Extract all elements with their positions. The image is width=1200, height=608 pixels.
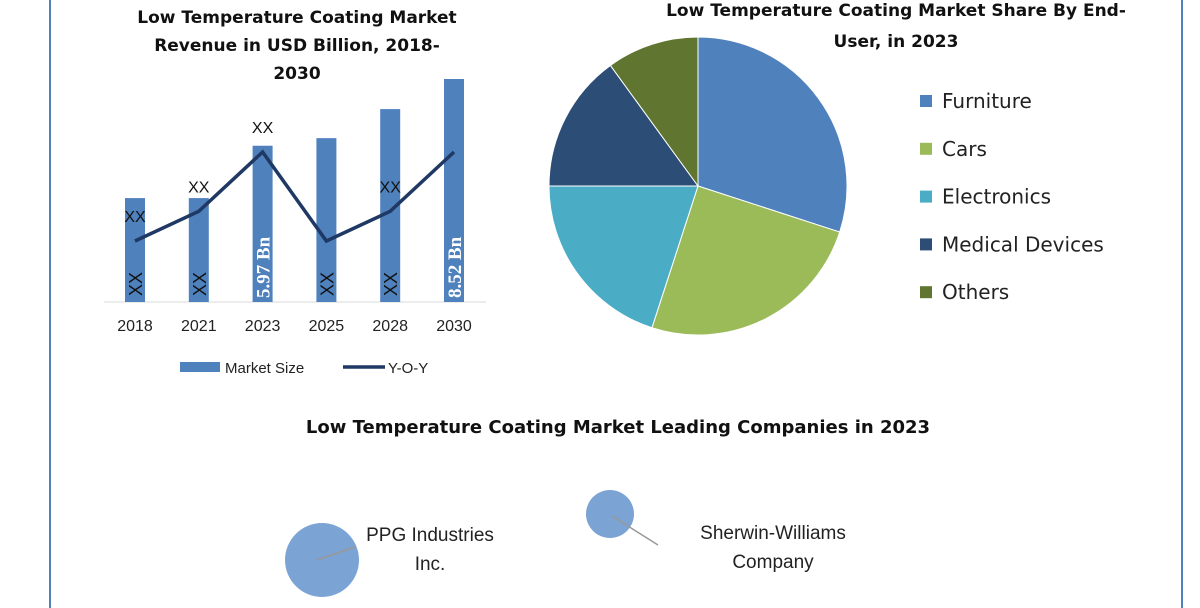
pie-legend-label-furniture: Furniture xyxy=(942,89,1032,113)
infographic-frame xyxy=(49,0,1183,608)
pie-legend-label-others: Others xyxy=(942,280,1009,304)
pie-slice-furniture xyxy=(697,36,848,233)
pie-slice-electronics xyxy=(548,185,699,329)
yoy-label-2021: XX xyxy=(188,179,210,196)
bar-label-2021: XX xyxy=(190,272,210,296)
label-sherwin-line-2: Company xyxy=(732,552,814,573)
pie-legend-label-medical-devices: Medical Devices xyxy=(942,232,1104,256)
x-tick-2021: 2021 xyxy=(181,318,217,335)
bar-2025 xyxy=(316,138,337,302)
pie-legend-swatch-medical-devices xyxy=(920,238,932,251)
yoy-label-2023: XX xyxy=(252,120,274,137)
bubble-sherwin-williams xyxy=(586,490,634,538)
pie-slice-medical-devices xyxy=(548,64,699,187)
x-tick-2018: 2018 xyxy=(117,318,153,335)
bar-label-2018: XX xyxy=(126,272,146,296)
legend-swatch-market-size xyxy=(180,362,220,372)
pie-slice-others xyxy=(609,36,699,188)
pie-legend-label-electronics: Electronics xyxy=(942,185,1051,209)
bar-2021 xyxy=(188,198,209,302)
pie-legend-swatch-furniture xyxy=(920,95,932,107)
companies-title: Low Temperature Coating Market Leading C… xyxy=(306,417,930,438)
bar-2028 xyxy=(380,109,401,302)
leader-line-ppg xyxy=(316,546,356,561)
pie-slice-cars xyxy=(651,185,841,336)
pie-legend-swatch-cars xyxy=(920,142,932,155)
pie-legend-swatch-electronics xyxy=(920,190,932,203)
x-tick-2025: 2025 xyxy=(309,318,345,335)
legend-label-market-size: Market Size xyxy=(225,360,304,377)
bar-label-2028: XX xyxy=(381,272,401,296)
bar-chart-title-line-1: Low Temperature Coating Market xyxy=(137,8,456,28)
label-ppg-line-2: Inc. xyxy=(415,554,446,575)
bar-chart-title-line-3: 2030 xyxy=(273,64,320,84)
bubble-ppg-industries xyxy=(285,523,359,597)
companies-chart: Low Temperature Coating Market Leading C… xyxy=(285,417,930,597)
yoy-line xyxy=(134,149,456,244)
label-sherwin-line-1: Sherwin-Williams xyxy=(700,523,846,544)
bar-2030 xyxy=(444,79,464,302)
x-tick-2030: 2030 xyxy=(436,318,472,335)
pie-chart-title-line-1: Low Temperature Coating Market Share By … xyxy=(666,1,1126,21)
bar-label-2025: XX xyxy=(317,272,337,296)
x-tick-2028: 2028 xyxy=(372,318,408,335)
bar-2018 xyxy=(125,198,145,302)
legend-label-yoy: Y-O-Y xyxy=(388,360,428,377)
pie-legend-swatch-others xyxy=(920,286,932,299)
bar-2023 xyxy=(252,145,273,302)
bar-chart-title-line-2: Revenue in USD Billion, 2018- xyxy=(154,36,440,56)
yoy-label-2018: XX xyxy=(124,209,146,226)
x-tick-2023: 2023 xyxy=(245,318,281,335)
yoy-label-2028: XX xyxy=(380,179,402,196)
pie-chart: Low Temperature Coating Market Share By … xyxy=(548,1,1126,336)
label-ppg-line-1: PPG Industries xyxy=(366,525,494,546)
pie-chart-title-line-2: User, in 2023 xyxy=(834,32,959,52)
bar-chart: Low Temperature Coating Market Revenue i… xyxy=(104,8,486,377)
bar-label-2030: 8.52 Bn xyxy=(445,236,466,298)
bar-label-2023: 5.97 Bn xyxy=(254,236,275,298)
pie-legend-label-cars: Cars xyxy=(942,137,987,161)
bar-legend: Market Size Y-O-Y xyxy=(180,360,428,377)
leader-line-sherwin xyxy=(611,515,659,546)
